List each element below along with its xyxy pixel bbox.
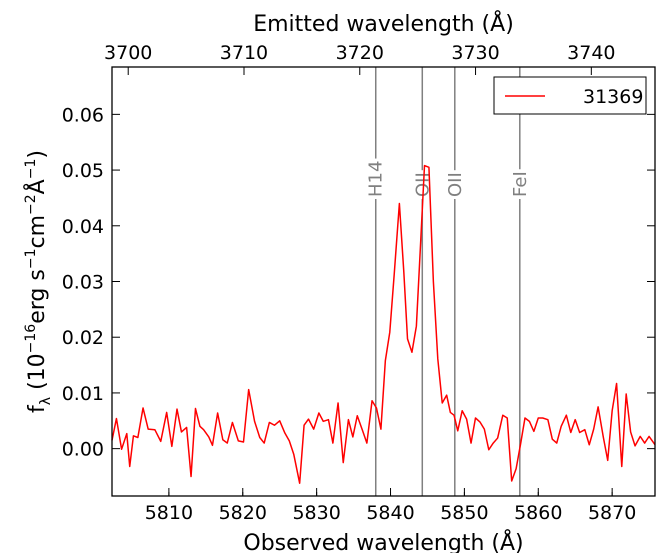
y-axis-label-part: −1 [23, 159, 39, 180]
annotation-label: OII [412, 172, 433, 197]
top-tick-label: 3720 [336, 42, 384, 64]
y-tick-label: 0.06 [62, 104, 104, 126]
y-axis-label-part: ) [25, 150, 50, 159]
y-axis-label-part: Å [23, 179, 50, 194]
y-axis-label-part: −16 [23, 324, 39, 354]
x-tick-label: 5830 [292, 502, 340, 524]
y-axis-label-part: erg s [25, 269, 50, 324]
annotation-label: H14 [366, 161, 387, 197]
y-axis-label-part: cm [25, 215, 50, 249]
y-tick-label: 0.05 [62, 160, 104, 182]
y-axis-label-part: −1 [23, 249, 39, 270]
top-tick-label: 3710 [220, 42, 268, 64]
top-x-axis: 3700 3710 3720 3730 3740 [104, 42, 616, 75]
x-tick-label: 5870 [588, 502, 636, 524]
x-tick-label: 5850 [440, 502, 488, 524]
top-tick-label: 3700 [104, 42, 152, 64]
annotation-label: FeI [510, 171, 531, 197]
y-tick-label: 0.02 [62, 327, 104, 349]
top-tick-label: 3730 [451, 42, 499, 64]
annotation-label-background [365, 158, 387, 199]
y-axis-label-part: λ [38, 397, 54, 405]
annotation-label-background [412, 170, 434, 199]
top-x-axis-label: Emitted wavelength (Å) [253, 10, 514, 37]
series-layer [111, 164, 656, 484]
y-axis: 0.00 0.01 0.02 0.03 0.04 0.05 0.06 [62, 104, 655, 461]
x-tick-label: 5860 [514, 502, 562, 524]
y-tick-label: 0.03 [62, 272, 104, 294]
top-tick-label: 3740 [567, 42, 615, 64]
x-axis-label: Observed wavelength (Å) [243, 529, 523, 553]
x-tick-label: 5840 [366, 502, 414, 524]
x-tick-label: 5810 [145, 502, 193, 524]
bottom-x-axis: 5810 5820 5830 5840 5850 5860 5870 [145, 488, 636, 524]
y-tick-label: 0.01 [62, 383, 104, 405]
y-axis-label-part: −2 [23, 194, 39, 215]
y-tick-label: 0.00 [62, 439, 104, 461]
x-tick-label: 5820 [219, 502, 267, 524]
y-axis-label-part: (10 [25, 353, 50, 397]
line-annotations: H14 OII OII FeI [365, 67, 531, 496]
legend: 31369 [493, 76, 647, 115]
series-line [111, 164, 656, 484]
annotation-label-background [509, 169, 531, 199]
annotation-label: OII [445, 172, 466, 197]
legend-series-name: 31369 [583, 86, 643, 108]
annotation-label-background [444, 170, 466, 199]
y-axis-label-part: f [25, 404, 50, 413]
y-axis-label: fλ (10−16erg s−1cm−2Å−1) [23, 150, 54, 413]
y-tick-label: 0.04 [62, 216, 104, 238]
